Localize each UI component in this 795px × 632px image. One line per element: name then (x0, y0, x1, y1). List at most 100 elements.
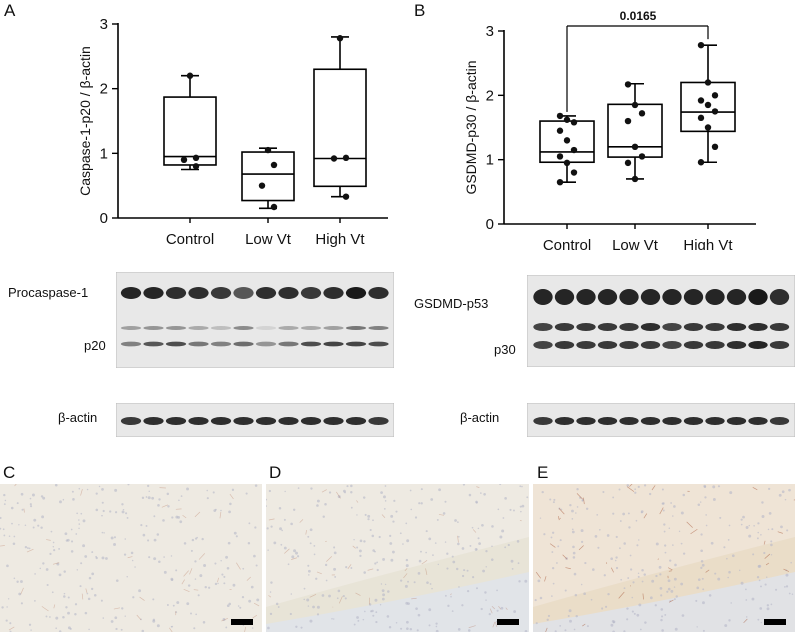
blot-band-p20 (255, 341, 277, 347)
data-point (704, 79, 712, 86)
stained-fiber (425, 568, 428, 576)
cell-nucleus (497, 508, 500, 511)
cell-nucleus (726, 557, 728, 560)
stained-fiber (367, 568, 374, 571)
cell-nucleus (114, 488, 118, 492)
y-tick-label: 1 (100, 145, 108, 162)
cell-nucleus (40, 495, 44, 498)
data-point (638, 153, 646, 160)
blot-band-procaspase (300, 287, 322, 299)
cell-nucleus (661, 615, 664, 618)
cell-nucleus (98, 485, 101, 488)
cell-nucleus (757, 531, 759, 534)
cell-nucleus (231, 488, 235, 492)
cell-nucleus (255, 564, 258, 567)
cell-nucleus (374, 562, 377, 565)
panel-letter-a: A (4, 1, 16, 20)
data-point (180, 156, 188, 163)
cell-nucleus (775, 588, 778, 591)
data-point (697, 41, 705, 49)
cell-nucleus (757, 522, 760, 525)
x-tick-label: High Vt (315, 231, 365, 248)
cell-nucleus (237, 605, 240, 607)
cell-nucleus (58, 547, 61, 550)
cell-nucleus (63, 570, 66, 573)
cell-nucleus (712, 498, 716, 501)
cell-nucleus (553, 498, 556, 501)
blot-band-actin (120, 417, 142, 425)
data-point (704, 124, 712, 131)
cell-nucleus (474, 548, 478, 551)
blot-band-actin (345, 417, 367, 425)
cell-nucleus (101, 487, 104, 491)
cell-nucleus (32, 526, 35, 529)
micrograph-d (266, 484, 529, 632)
cell-nucleus (610, 557, 614, 561)
cell-nucleus (516, 540, 520, 543)
cell-nucleus (308, 574, 310, 576)
cell-nucleus (446, 552, 449, 555)
cell-nucleus (569, 503, 572, 507)
cell-nucleus (384, 485, 387, 487)
cell-nucleus (455, 567, 459, 571)
stained-fiber (657, 558, 660, 560)
cell-nucleus (170, 555, 173, 557)
cell-nucleus (8, 535, 11, 538)
stained-fiber (236, 562, 241, 570)
cell-nucleus (674, 627, 678, 631)
cell-nucleus (673, 577, 677, 581)
blot-band-procaspase (345, 287, 367, 299)
cell-nucleus (214, 582, 218, 586)
cell-nucleus (728, 524, 731, 527)
cell-nucleus (86, 592, 89, 595)
stained-fiber (80, 489, 83, 496)
cell-nucleus (766, 576, 768, 578)
cell-nucleus (756, 537, 759, 540)
cell-nucleus (342, 594, 345, 598)
stained-fiber (356, 500, 359, 503)
cell-nucleus (672, 544, 674, 546)
cell-nucleus (279, 527, 282, 531)
stained-fiber (299, 519, 304, 523)
data-point (711, 92, 719, 99)
cell-nucleus (214, 508, 217, 511)
stained-fiber (193, 589, 199, 591)
cell-nucleus (704, 496, 707, 499)
cell-nucleus (152, 598, 155, 601)
cell-nucleus (674, 563, 677, 567)
cell-nucleus (513, 610, 517, 613)
cell-nucleus (62, 498, 65, 501)
cell-nucleus (405, 558, 409, 562)
cell-nucleus (742, 515, 745, 519)
cell-nucleus (226, 604, 230, 608)
cell-nucleus (452, 560, 456, 564)
cell-nucleus (91, 572, 95, 576)
cell-nucleus (643, 573, 646, 576)
cell-nucleus (518, 580, 521, 583)
blot-band-procaspase (278, 287, 299, 299)
cell-nucleus (573, 628, 576, 631)
cell-nucleus (50, 530, 53, 533)
stained-fiber (457, 535, 459, 543)
x-tick-label: Control (543, 237, 591, 250)
cell-nucleus (521, 504, 525, 508)
blot-band-actin (597, 417, 618, 425)
blot-left-procaspase-p20 (116, 272, 394, 368)
cell-nucleus (101, 531, 104, 534)
blot-band-p30-upper (705, 323, 725, 331)
chart-b-gsdmd: 0 1 2 3 GSDMD-p30 / β-actin Control Low Vt High… (463, 9, 756, 250)
panel-letter-c: C (3, 463, 16, 482)
data-point (570, 169, 578, 176)
cell-nucleus (203, 564, 207, 567)
cell-nucleus (232, 583, 236, 587)
cell-nucleus (738, 569, 741, 572)
cell-nucleus (41, 515, 45, 519)
stained-fiber (544, 576, 547, 582)
blot-band-p30 (748, 341, 768, 349)
cell-nucleus (631, 596, 634, 599)
cell-nucleus (64, 532, 68, 536)
cell-nucleus (380, 491, 383, 495)
blot-band-p20-upper (368, 326, 389, 330)
cell-nucleus (12, 542, 16, 545)
cell-nucleus (350, 567, 353, 569)
